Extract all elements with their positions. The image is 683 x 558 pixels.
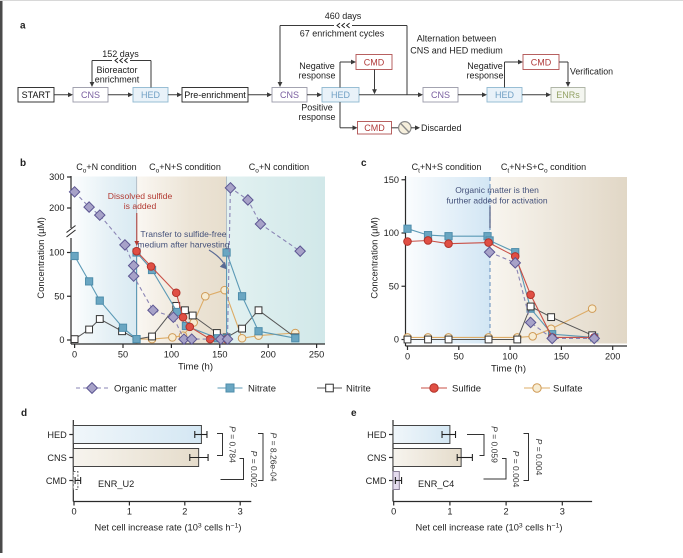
svg-text:response: response [298,71,335,81]
svg-text:67 enrichment cycles: 67 enrichment cycles [300,29,385,39]
svg-text:Organic matter is then: Organic matter is then [455,185,539,195]
svg-text:CNS: CNS [47,453,66,463]
svg-text:d: d [21,408,27,419]
svg-text:P = 0.004: P = 0.004 [511,451,521,488]
svg-text:P = 0.784: P = 0.784 [228,426,238,463]
svg-text:HED: HED [331,90,351,100]
svg-text:Alternation between: Alternation between [417,34,497,44]
svg-text:2: 2 [182,507,187,517]
svg-text:Organic matter: Organic matter [114,383,177,394]
svg-text:CMD: CMD [46,476,67,486]
svg-text:50: 50 [118,350,128,360]
svg-text:Net cell increase rate (103​ c: Net cell increase rate (103​ cells h−1​) [95,523,242,533]
svg-text:medium after harvesting: medium after harvesting [137,240,229,250]
svg-text:Sulfate: Sulfate [553,383,583,394]
svg-text:Time (h): Time (h) [491,364,526,375]
svg-text:100: 100 [502,352,517,362]
svg-text:b: b [20,158,26,169]
svg-text:50: 50 [389,281,399,291]
svg-text:100: 100 [164,350,179,360]
svg-text:Pre-enrichment: Pre-enrichment [184,90,246,100]
svg-text:a: a [20,21,26,32]
svg-text:0: 0 [72,350,77,360]
svg-text:CNS: CNS [280,90,299,100]
svg-text:further added for activation: further added for activation [446,196,547,206]
svg-text:100: 100 [49,248,64,258]
svg-text:CNS and HED medium: CNS and HED medium [410,46,503,56]
svg-text:CNS: CNS [367,453,386,463]
svg-text:150: 150 [554,352,569,362]
svg-text:Nitrite: Nitrite [346,383,371,394]
svg-text:enrichment: enrichment [95,75,140,85]
svg-text:Time (h): Time (h) [178,362,213,373]
svg-text:Dissolved sulfide: Dissolved sulfide [108,191,173,201]
svg-text:CMD: CMD [366,476,387,486]
svg-text:HED: HED [367,430,387,440]
svg-text:START: START [22,90,51,100]
svg-text:CMD: CMD [531,57,552,67]
svg-text:150: 150 [384,175,399,185]
svg-text:ENR_U2: ENR_U2 [98,479,134,489]
svg-text:Positive: Positive [301,103,333,113]
svg-text:150: 150 [212,350,227,360]
svg-text:CMD: CMD [364,123,385,133]
svg-text:0: 0 [394,335,399,345]
svg-text:Verification: Verification [570,67,613,77]
svg-text:Ct​+N+S condition: Ct​+N+S condition [412,162,482,175]
svg-text:CNS: CNS [81,90,100,100]
svg-text:ENR_C4: ENR_C4 [418,479,454,489]
svg-text:50: 50 [54,291,64,301]
svg-text:CNS: CNS [431,90,450,100]
svg-text:Net cell increase rate (103​ c: Net cell increase rate (103​ cells h−1​) [416,523,563,533]
svg-text:0: 0 [405,352,410,362]
svg-text:Bioreactor: Bioreactor [96,65,137,75]
svg-text:Concentration (µM): Concentration (µM) [370,217,381,299]
svg-text:1: 1 [447,507,452,517]
svg-text:c: c [361,158,367,169]
svg-text:CMD: CMD [364,57,385,67]
svg-text:460 days: 460 days [325,11,362,21]
svg-text:3: 3 [238,507,243,517]
svg-text:is added: is added [124,201,157,211]
svg-text:response: response [298,112,335,122]
svg-text:0: 0 [71,507,76,517]
svg-text:HED: HED [141,90,161,100]
svg-text:1: 1 [127,507,132,517]
svg-text:50: 50 [454,352,464,362]
svg-text:0: 0 [59,335,64,345]
svg-text:ENRs: ENRs [556,90,580,100]
svg-text:Nitrate: Nitrate [248,383,276,394]
svg-text:response: response [466,71,503,81]
svg-text:Co​+N+S condition: Co​+N+S condition [149,162,221,175]
svg-text:HED: HED [47,430,67,440]
svg-text:Negative: Negative [467,61,503,71]
svg-text:250: 250 [309,350,324,360]
svg-text:Co​+N condition: Co​+N condition [76,162,136,175]
svg-text:e: e [351,408,357,419]
svg-text:Transfer to sulfide-free: Transfer to sulfide-free [140,229,226,239]
svg-text:P = 0.002: P = 0.002 [249,451,259,488]
svg-text:3: 3 [560,507,565,517]
svg-text:Negative: Negative [299,61,335,71]
svg-text:P = 0.059: P = 0.059 [490,426,500,463]
svg-text:152 days: 152 days [102,49,139,59]
svg-text:Co​+N condition: Co​+N condition [249,162,309,175]
svg-text:HED: HED [495,90,515,100]
svg-text:Sulfide: Sulfide [452,383,481,394]
svg-text:Concentration (µM): Concentration (µM) [36,217,47,299]
svg-text:P = 8.26e-04: P = 8.26e-04 [269,433,279,482]
svg-text:200: 200 [49,203,64,213]
svg-text:100: 100 [384,228,399,238]
svg-text:200: 200 [605,352,620,362]
svg-text:300: 300 [49,172,64,182]
svg-text:P = 0.004: P = 0.004 [534,439,544,476]
svg-text:Discarded: Discarded [421,123,462,133]
svg-text:2: 2 [504,507,509,517]
svg-text:200: 200 [261,350,276,360]
svg-text:Ct​+N+S+Co​ condition: Ct​+N+S+Co​ condition [501,162,586,175]
svg-text:0: 0 [391,507,396,517]
